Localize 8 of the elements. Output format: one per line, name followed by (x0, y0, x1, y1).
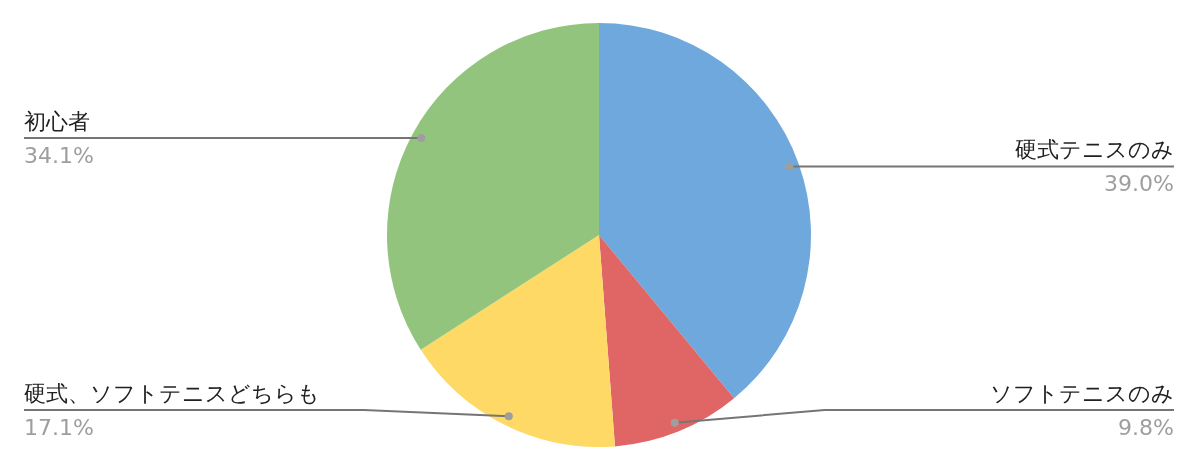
slice-label: 硬式、ソフトテニスどちらも (24, 380, 320, 406)
slice-label: 硬式テニスのみ (1015, 137, 1174, 163)
data-label: 17.1% (24, 414, 94, 440)
data-label: 34.1% (24, 142, 94, 168)
slice-label: 初心者 (24, 108, 90, 134)
slice-label: ソフトテニスのみ (990, 380, 1174, 406)
data-label: 39.0% (1104, 171, 1174, 197)
data-label: 9.8% (1118, 414, 1174, 440)
